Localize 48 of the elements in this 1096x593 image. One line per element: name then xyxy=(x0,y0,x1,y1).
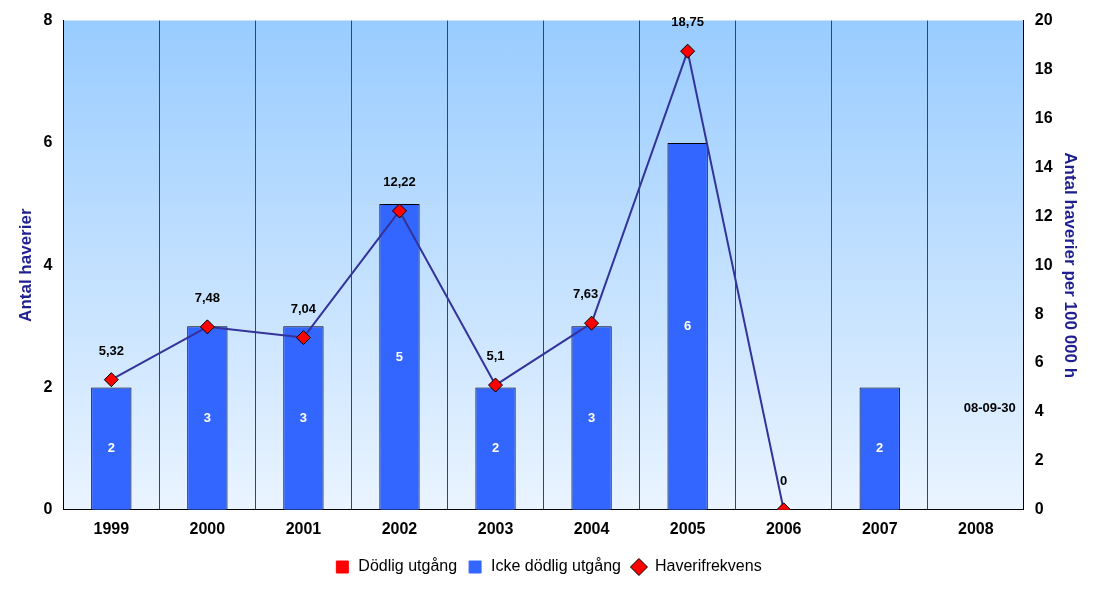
x-tick-label: 2008 xyxy=(957,519,994,537)
legend-label: Haverifrekvens xyxy=(654,557,762,575)
data-label: 7,04 xyxy=(290,300,317,316)
y-tick-label: 8 xyxy=(43,11,53,29)
data-label: 18,75 xyxy=(671,14,704,30)
data-label: 12,22 xyxy=(383,173,416,189)
data-label: 7,63 xyxy=(572,286,599,302)
data-label: 3 xyxy=(587,409,596,425)
x-tick-label: 2003 xyxy=(477,519,514,537)
data-label: 2 xyxy=(107,440,115,456)
data-label: 3 xyxy=(299,409,308,425)
y2-tick-label: 12 xyxy=(1034,206,1053,224)
y2-tick-label: 20 xyxy=(1034,11,1053,29)
y2-tick-label: 14 xyxy=(1034,157,1053,175)
data-label: 5 xyxy=(395,348,404,364)
y2-tick-label: 2 xyxy=(1034,451,1044,469)
data-label: 2 xyxy=(491,440,500,456)
data-label: 0 xyxy=(780,472,788,488)
x-tick-label: 2007 xyxy=(861,519,898,537)
x-tick-label: 1999 xyxy=(93,519,130,537)
y2-tick-label: 18 xyxy=(1034,59,1053,77)
y-tick-label: 0 xyxy=(43,500,53,518)
legend-label: Dödlig utgång xyxy=(358,557,458,575)
y2-tick-label: 8 xyxy=(1034,304,1044,322)
x-tick-label: 2006 xyxy=(765,519,802,537)
y-axis-title: Antal haverier xyxy=(15,208,35,322)
data-label: 5,32 xyxy=(98,342,124,358)
x-tick-label: 2000 xyxy=(189,519,226,537)
data-label: 2 xyxy=(876,440,884,456)
x-tick-label: 2005 xyxy=(669,519,706,537)
y-tick-label: 2 xyxy=(43,377,53,395)
y2-tick-label: 6 xyxy=(1034,353,1044,371)
data-label: 6 xyxy=(684,317,692,333)
data-label: 5,1 xyxy=(486,348,505,364)
x-tick-label: 2004 xyxy=(573,519,610,537)
x-tick-label: 2001 xyxy=(285,519,322,537)
y-tick-label: 6 xyxy=(43,133,53,151)
data-label: 7,48 xyxy=(194,289,221,305)
legend-label: Icke dödlig utgång xyxy=(491,557,621,575)
y2-axis-title: Antal haverier per 100 000 h xyxy=(1061,152,1081,379)
y2-tick-label: 16 xyxy=(1034,108,1053,126)
y2-tick-label: 4 xyxy=(1034,402,1044,420)
x-tick-label: 2002 xyxy=(381,519,418,537)
annotation: 08-09-30 xyxy=(963,400,1016,416)
y2-tick-label: 10 xyxy=(1034,255,1053,273)
y-tick-label: 4 xyxy=(43,255,53,273)
data-label: 3 xyxy=(203,409,211,425)
y2-tick-label: 0 xyxy=(1034,500,1044,518)
